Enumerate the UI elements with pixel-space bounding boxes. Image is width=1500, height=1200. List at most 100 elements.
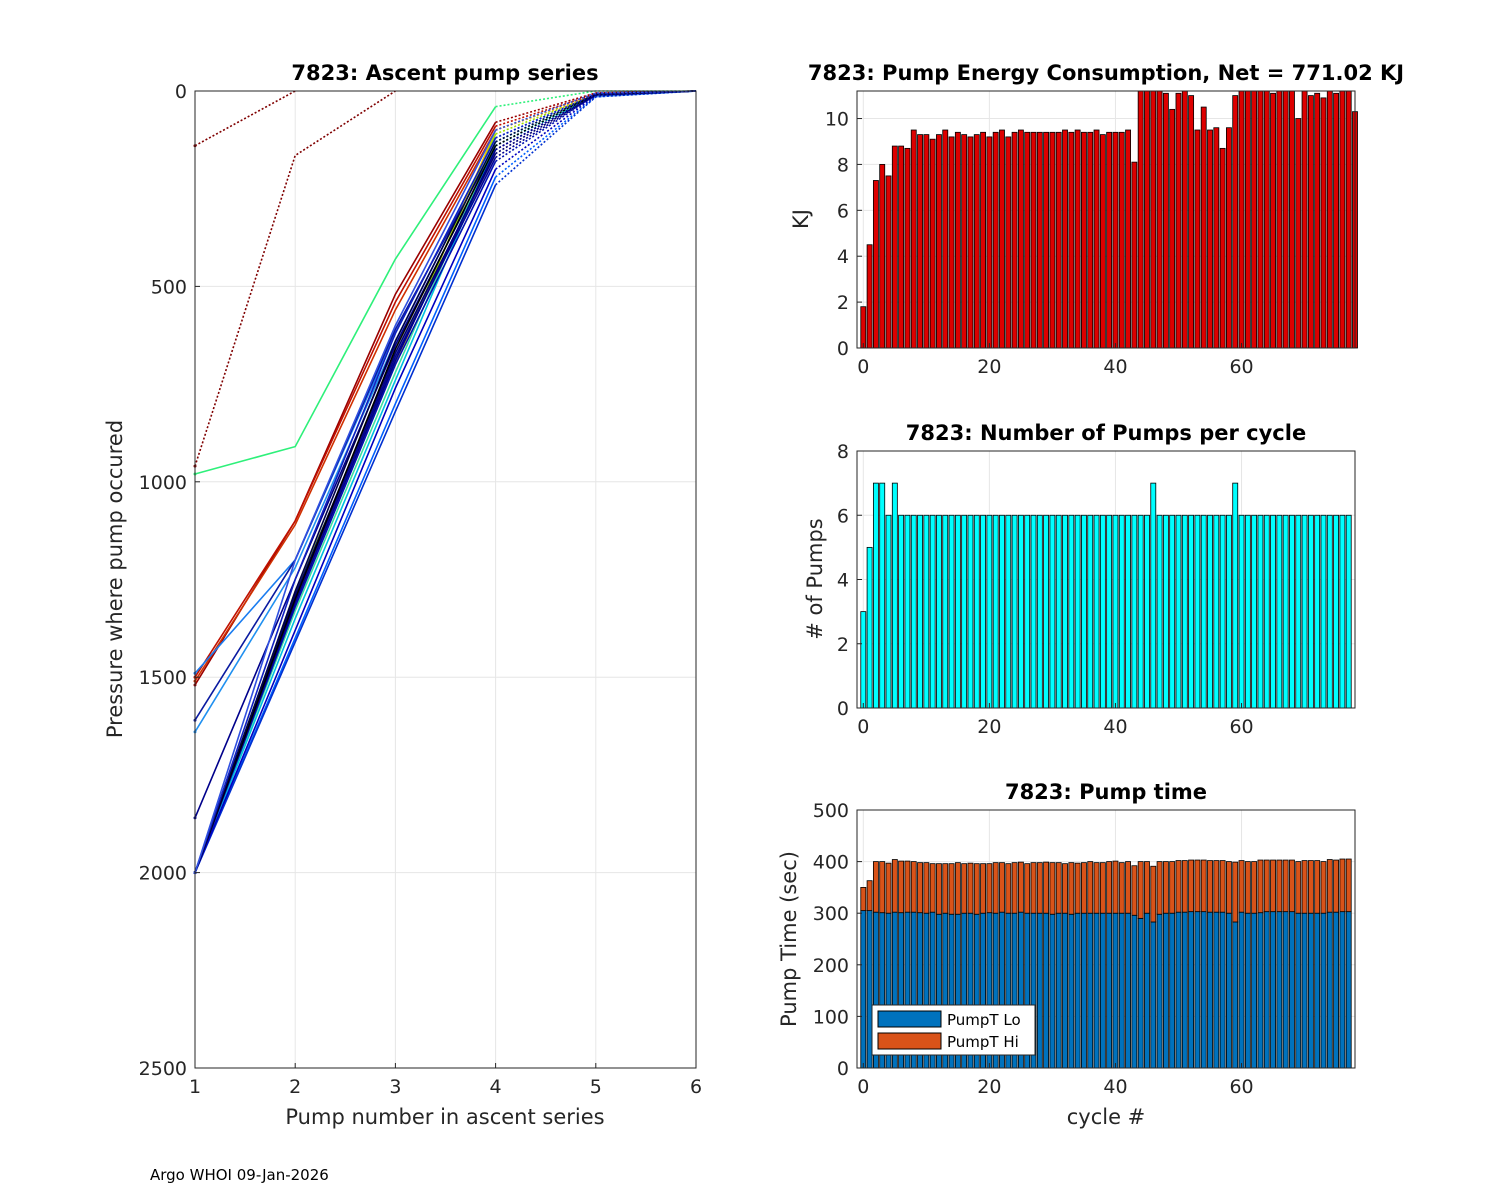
pumptime-bar-lo — [1339, 911, 1346, 1069]
pumps-y-tick-label: 6 — [837, 505, 849, 527]
energy-bar — [1295, 118, 1302, 349]
pumps-bar — [992, 514, 999, 709]
pumptime-bar-hi — [872, 861, 879, 913]
pumps-bar — [1244, 514, 1251, 709]
energy-bar — [1131, 161, 1138, 349]
pumptime-bar-hi — [1017, 861, 1024, 913]
energy-y-tick-label: 8 — [837, 154, 849, 176]
pumps-bar — [1333, 514, 1340, 709]
pumps-chart-title: 7823: Number of Pumps per cycle — [906, 421, 1306, 445]
pumps-bar — [1207, 514, 1213, 709]
pumps-bar — [1150, 482, 1157, 709]
pumps-bar — [1339, 514, 1346, 709]
energy-bar — [1005, 136, 1012, 349]
pumps-bar — [1251, 514, 1258, 709]
pumps-bar — [1289, 514, 1295, 709]
pumptime-bar-hi — [1150, 865, 1157, 923]
pumps-bar — [1036, 514, 1043, 709]
energy-bar — [1043, 131, 1050, 349]
energy-bar — [1301, 90, 1308, 349]
energy-bar — [929, 138, 936, 349]
pumptime-bar-hi — [885, 862, 892, 914]
pumps-bar — [1263, 514, 1270, 709]
energy-bar — [1314, 92, 1321, 349]
pumps-bar — [1062, 514, 1068, 709]
pumps-bar — [1213, 514, 1220, 709]
pumps-bar — [1137, 514, 1144, 709]
pumptime-bar-hi — [1005, 863, 1012, 914]
pumptime-bar-lo — [1282, 911, 1289, 1069]
energy-bar — [1181, 90, 1188, 349]
pumps-bar — [860, 611, 867, 709]
energy-bar — [986, 136, 993, 349]
pumptime-bar-hi — [961, 863, 968, 914]
energy-y-tick-label: 6 — [837, 200, 849, 222]
pumptime-y-axis-label: Pump Time (sec) — [777, 851, 801, 1027]
pumptime-bar-hi — [860, 887, 867, 912]
pumptime-bar-hi — [1087, 861, 1094, 914]
energy-bar — [942, 129, 949, 349]
pumps-bar — [1232, 482, 1239, 709]
ascent-y-tick-label: 0 — [175, 81, 187, 103]
pumptime-bar-lo — [1251, 912, 1258, 1069]
pumps-bar — [967, 514, 974, 709]
energy-bar — [1081, 131, 1087, 349]
pumps-y-tick-label: 8 — [837, 441, 849, 463]
pumptime-bar-hi — [1137, 861, 1144, 919]
pumptime-bar-hi — [917, 862, 923, 914]
pumptime-bar-hi — [1036, 862, 1043, 914]
pumptime-bar-lo — [1314, 912, 1321, 1069]
pumptime-bar-hi — [1144, 861, 1150, 914]
pumps-bar — [1099, 514, 1106, 709]
pumptime-bar-hi — [1333, 859, 1340, 913]
pumptime-x-axis-label: cycle # — [1067, 1105, 1146, 1129]
pumps-bar — [910, 514, 917, 709]
pumptime-bar-lo — [1137, 917, 1144, 1069]
energy-bar — [1226, 127, 1232, 349]
pumps-bar — [1030, 514, 1037, 709]
pumptime-bar-hi — [1194, 859, 1201, 913]
pumptime-bar-lo — [1333, 911, 1340, 1069]
pumptime-bar-hi — [1257, 859, 1264, 914]
energy-bar — [999, 129, 1005, 349]
pumptime-bar-lo — [1055, 912, 1062, 1069]
pumptime-bar-lo — [1320, 912, 1327, 1069]
ascent-series-line — [194, 125, 497, 678]
pumptime-bar-hi — [1232, 861, 1239, 923]
ascent-series-line — [194, 184, 497, 873]
energy-bar — [1194, 129, 1201, 349]
pumptime-bar-lo — [1131, 914, 1138, 1069]
pumps-bar — [872, 482, 879, 709]
energy-bar — [1150, 90, 1157, 349]
pumptime-y-tick-label: 300 — [813, 903, 849, 925]
pumptime-bar-lo — [1169, 912, 1176, 1069]
energy-bar — [1036, 131, 1043, 349]
pumptime-bar-hi — [936, 863, 942, 915]
pumptime-bar-hi — [910, 861, 917, 913]
energy-bar — [967, 136, 974, 349]
pumptime-bar-hi — [1301, 860, 1308, 914]
legend-label-pumpt-hi: PumpT Hi — [947, 1033, 1019, 1051]
pumptime-bar-lo — [1043, 912, 1050, 1069]
pumptime-bar-hi — [1213, 860, 1220, 913]
energy-bar — [1320, 97, 1327, 349]
pumptime-bar-lo — [1326, 911, 1333, 1069]
ascent-y-axis-label: Pressure where pump occured — [103, 420, 127, 738]
pumptime-bar-lo — [1307, 912, 1314, 1069]
pumptime-bar-lo — [1301, 912, 1308, 1069]
pumptime-bar-hi — [1289, 859, 1295, 913]
pumps-bar — [1024, 514, 1031, 709]
pumps-y-tick-label: 2 — [837, 634, 849, 656]
ascent-x-tick-label: 3 — [389, 1076, 401, 1098]
pumptime-bar-lo — [1207, 911, 1213, 1069]
pumps-bar — [898, 514, 905, 709]
energy-bar — [1175, 92, 1182, 349]
energy-bar — [860, 306, 867, 349]
energy-bar — [1339, 90, 1346, 349]
energy-bar — [898, 145, 905, 349]
pumps-bar — [1055, 514, 1062, 709]
pumptime-bar-hi — [999, 862, 1005, 913]
pumps-bar — [904, 514, 911, 709]
pumptime-bar-hi — [1295, 861, 1302, 914]
